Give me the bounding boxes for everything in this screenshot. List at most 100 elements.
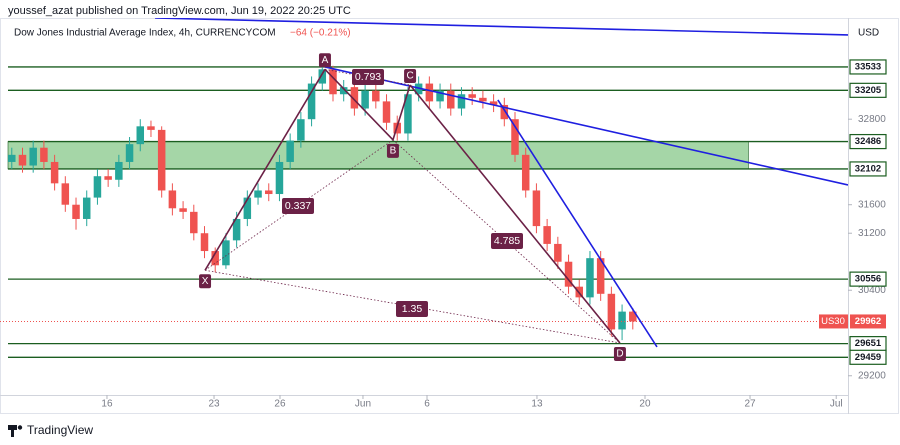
pattern-point-box: [318, 53, 331, 68]
y-tick-label: 31200: [858, 228, 886, 239]
candle-body: [40, 147, 48, 162]
level-label-box: [849, 271, 887, 287]
level-label-box: [849, 59, 887, 75]
candle-body: [521, 154, 530, 191]
x-tick-label: Jun: [355, 399, 371, 410]
level-label-box: [849, 349, 887, 365]
candle-body: [286, 140, 294, 162]
candle-body: [82, 197, 91, 219]
level-label-box: [849, 82, 887, 98]
candle-body: [50, 161, 59, 184]
ratio-box: [491, 233, 523, 249]
pattern-point-label: B: [390, 146, 397, 157]
level-label: 32102: [855, 163, 881, 174]
pattern-leg: [409, 84, 621, 344]
candle-body: [136, 126, 145, 145]
candle-body: [200, 233, 209, 252]
x-tick-label: 6: [424, 399, 430, 410]
y-tick-label: 31600: [858, 199, 886, 210]
level-label: 29459: [855, 352, 881, 363]
x-tick-label: 20: [639, 399, 651, 410]
level-label-box: [849, 133, 887, 150]
candle-body: [596, 258, 605, 294]
candle-body: [168, 190, 177, 209]
candle-body: [61, 183, 70, 205]
symbol-title: Dow Jones Industrial Average Index, 4h, …: [14, 28, 276, 39]
candle-body: [115, 161, 123, 180]
candle-body: [275, 161, 284, 195]
candle-body: [372, 90, 380, 102]
candle-body: [564, 261, 573, 287]
plot: [0, 18, 848, 358]
x-tick-label: 13: [531, 399, 543, 410]
candle-body: [211, 251, 219, 266]
candle-body: [222, 240, 230, 266]
candle-body: [125, 144, 134, 162]
x-tick-label: 26: [274, 399, 286, 410]
candle-body: [436, 90, 444, 102]
trendline: [155, 18, 848, 36]
candle-body: [479, 97, 487, 102]
level-label-box: [849, 161, 887, 177]
candle-body: [179, 208, 187, 212]
axes: 32800 31600 31200 30400 29200 16 23 26 Jun 6 13 20 2…: [101, 59, 887, 410]
candle-body: [157, 129, 166, 191]
footer-brand: TradingView: [27, 423, 93, 437]
candle-body: [554, 243, 562, 262]
series-name: US30: [821, 316, 845, 327]
pattern-point-box: [386, 143, 399, 158]
footer-logo: [8, 425, 23, 437]
ratio-label: 4.785: [494, 235, 520, 247]
pattern-point-label: X: [202, 276, 209, 287]
candle-body: [404, 94, 412, 134]
x-tick-label: 16: [101, 399, 113, 410]
candle-body: [532, 190, 541, 227]
ratio-box: [282, 198, 314, 214]
level-label: 30556: [855, 274, 881, 285]
candle-body: [329, 69, 337, 95]
y-tick-label: 30400: [858, 285, 886, 296]
candle-body: [489, 101, 498, 105]
candle-body: [629, 311, 637, 322]
x-tick-label: Jul: [830, 399, 843, 410]
candle-body: [297, 119, 305, 141]
pattern-leg: [204, 68, 326, 271]
ratio-label: 0.793: [355, 71, 381, 83]
trendline: [497, 99, 658, 348]
ratio-box: [396, 301, 428, 317]
level-label: 33533: [855, 61, 881, 72]
pattern-leg: [324, 68, 394, 141]
y-tick-label: 29200: [858, 370, 886, 381]
ratio-label: 1.35: [402, 303, 423, 315]
candle-body: [511, 119, 519, 155]
candle-body: [307, 83, 316, 120]
candle-body: [8, 154, 16, 162]
pattern-point-label: D: [616, 349, 623, 360]
pattern-point-box: [613, 346, 626, 361]
candle-body: [607, 293, 616, 330]
candle-body: [361, 90, 369, 109]
candle-body: [457, 94, 466, 109]
candle-body: [350, 87, 359, 109]
level-label: 29651: [855, 338, 882, 349]
price-change: −64 (−0.21%): [290, 28, 351, 39]
candle-body: [93, 176, 102, 198]
last-price-label: 29962: [855, 316, 881, 327]
candle-body: [254, 190, 262, 198]
x-tick-label: 23: [208, 399, 220, 410]
series-name-box: [819, 314, 848, 329]
candle-body: [543, 226, 551, 244]
candle-body: [468, 94, 476, 98]
ratio-box: [352, 69, 384, 85]
candle-body: [382, 101, 391, 123]
candle-body: [18, 154, 27, 166]
candle-body: [147, 126, 155, 130]
candle-body: [29, 147, 37, 166]
candle-body: [500, 104, 509, 120]
candle-body: [586, 258, 594, 298]
candle-body: [265, 190, 273, 195]
pattern-point-box: [404, 68, 417, 83]
candle-body: [425, 83, 434, 102]
pattern-point-label: C: [406, 71, 413, 82]
